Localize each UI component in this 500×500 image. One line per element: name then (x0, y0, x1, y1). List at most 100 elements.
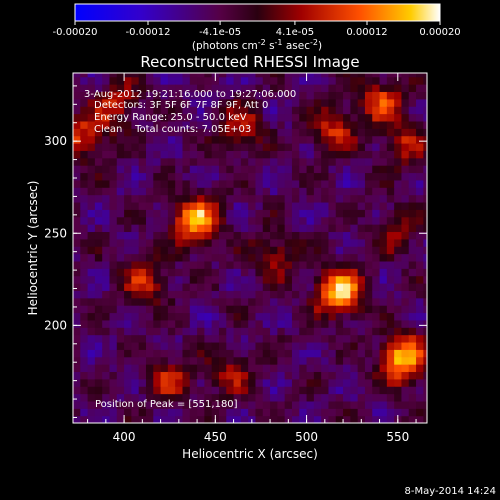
heatmap-cell (73, 400, 81, 409)
heatmap-cell (167, 231, 176, 240)
heatmap-cell (116, 246, 125, 255)
heatmap-cell (167, 297, 176, 306)
heatmap-cell (364, 246, 373, 255)
heatmap-cell (226, 408, 235, 417)
heatmap-cell (394, 143, 403, 151)
heatmap-cell (277, 334, 286, 343)
heatmap-cell (189, 260, 198, 269)
heatmap-cell (284, 231, 293, 240)
heatmap-cell (284, 120, 293, 129)
heatmap-cell (160, 150, 169, 159)
heatmap-cell (328, 260, 337, 269)
heatmap-cell (160, 165, 169, 174)
heatmap-cell (357, 319, 366, 328)
heatmap-cell (343, 91, 351, 100)
heatmap-cell (270, 98, 278, 107)
heatmap-cell (277, 312, 286, 321)
heatmap-cell (357, 98, 366, 107)
heatmap-cell (306, 194, 315, 203)
heatmap-cell (189, 297, 198, 306)
heatmap-cell (350, 106, 359, 115)
heatmap-cell (284, 106, 293, 115)
heatmap-cell (240, 165, 249, 174)
heatmap-cell (116, 73, 125, 78)
heatmap-cell (364, 393, 373, 402)
heatmap-cell (80, 356, 89, 365)
heatmap-cell (80, 120, 89, 129)
heatmap-cell (73, 305, 81, 314)
heatmap-cell (379, 84, 388, 93)
heatmap-cell (167, 143, 176, 151)
heatmap-cell (335, 194, 344, 203)
heatmap-cell (357, 260, 366, 269)
heatmap-cell (124, 201, 132, 210)
heatmap-cell (233, 364, 242, 373)
heatmap-cell (197, 334, 205, 343)
heatmap-cell (131, 113, 140, 122)
heatmap-cell (167, 216, 176, 225)
heatmap-cell (80, 98, 89, 107)
heatmap-cell (80, 76, 89, 85)
heatmap-cell (386, 150, 395, 159)
heatmap-cell (145, 260, 154, 269)
heatmap-cell (226, 98, 235, 107)
heatmap-cell (262, 305, 271, 314)
heatmap-cell (197, 84, 205, 93)
heatmap-cell (116, 84, 125, 93)
heatmap-cell (364, 106, 373, 115)
heatmap-cell (197, 120, 205, 129)
heatmap-cell (299, 179, 308, 188)
heatmap-cell (109, 150, 118, 159)
heatmap-cell (357, 157, 366, 166)
heatmap-cell (372, 378, 381, 387)
heatmap-cell (175, 253, 184, 262)
heatmap-cell (175, 76, 184, 85)
heatmap-cell (306, 408, 315, 417)
heatmap-cell (335, 157, 344, 166)
heatmap-cell (204, 393, 213, 402)
heatmap-cell (182, 143, 191, 151)
heatmap-cell (350, 201, 359, 210)
heatmap-cell (167, 187, 176, 196)
heatmap-cell (270, 120, 278, 129)
heatmap-cell (124, 356, 132, 365)
heatmap-cell (160, 408, 169, 417)
heatmap-cell (321, 386, 330, 395)
heatmap-cell (350, 260, 359, 269)
heatmap-cell (408, 143, 417, 151)
heatmap-cell (102, 305, 111, 314)
heatmap-cell (350, 216, 359, 225)
heatmap-cell (248, 106, 257, 115)
heatmap-cell (102, 120, 111, 129)
heatmap-cell (167, 128, 176, 137)
heatmap-cell (102, 246, 111, 255)
heatmap-cell (102, 157, 111, 166)
heatmap-cell (248, 224, 257, 233)
heatmap-cell (357, 305, 366, 314)
heatmap-cell (270, 91, 278, 100)
heatmap-cell (372, 201, 381, 210)
heatmap-cell (131, 165, 140, 174)
heatmap-cell (416, 305, 424, 314)
heatmap-cell (357, 128, 366, 137)
heatmap-cell (321, 297, 330, 306)
heatmap-cell (328, 231, 337, 240)
heatmap-cell (160, 386, 169, 395)
heatmap-cell (175, 157, 184, 166)
heatmap-cell (284, 356, 293, 365)
heatmap-cell (211, 120, 220, 129)
heatmap-cell (357, 165, 366, 174)
heatmap-cell (182, 356, 191, 365)
heatmap-cell (401, 378, 410, 387)
heatmap-cell (226, 150, 235, 159)
heatmap-cell (109, 209, 118, 218)
heatmap-cell (160, 238, 169, 247)
heatmap-cell (116, 157, 125, 166)
heatmap-cell (73, 120, 81, 129)
heatmap-cell (335, 364, 344, 373)
heatmap-cell (306, 415, 315, 423)
heatmap-cell (255, 201, 264, 210)
heatmap-cell (153, 297, 162, 306)
heatmap-cell (160, 179, 169, 188)
heatmap-cell (218, 327, 227, 336)
